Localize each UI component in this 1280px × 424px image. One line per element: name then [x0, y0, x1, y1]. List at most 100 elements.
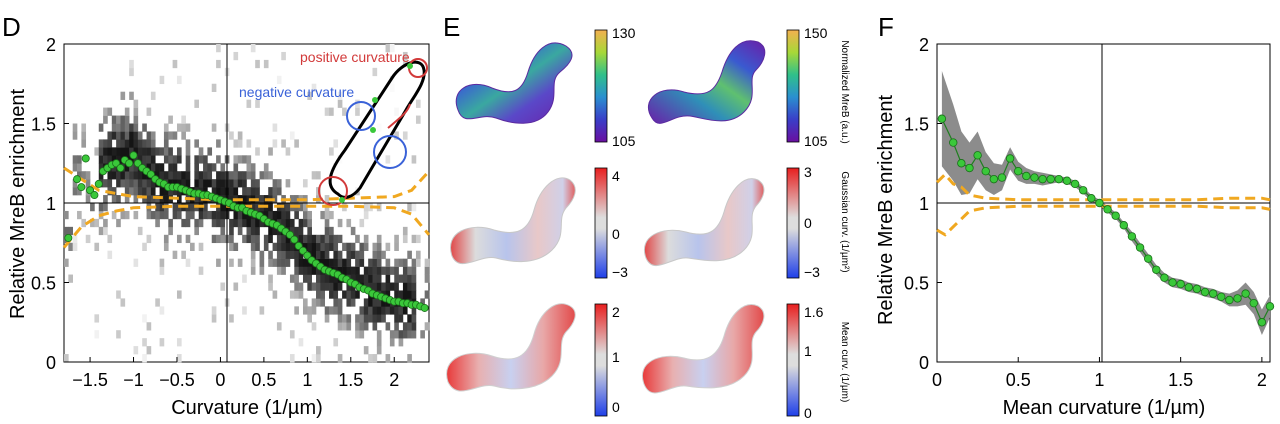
heatmap-cell — [229, 234, 234, 244]
heatmap-cell — [163, 147, 169, 156]
data-point — [81, 154, 90, 163]
heatmap-cell — [229, 242, 234, 251]
heatmap-cell — [333, 282, 339, 291]
heatmap-cell — [272, 123, 278, 132]
heatmap-cell — [237, 210, 243, 220]
heatmap-cell — [176, 290, 182, 299]
data-point — [1225, 295, 1234, 305]
data-point — [937, 114, 947, 123]
heatmap-cell — [298, 203, 304, 212]
heatmap-cell — [142, 147, 147, 156]
heatmap-cell — [181, 123, 186, 132]
heatmap-cell — [402, 274, 408, 283]
heatmap-cell — [268, 258, 273, 267]
heatmap-cell — [168, 131, 173, 140]
heatmap-cell — [398, 330, 404, 339]
heatmap-cell — [120, 210, 126, 220]
heatmap-cell — [381, 314, 386, 323]
heatmap-cell — [159, 187, 165, 196]
heatmap-cell — [363, 266, 369, 275]
heatmap-cell — [411, 306, 417, 315]
heatmap-cell — [294, 306, 299, 315]
heatmap-cell — [376, 266, 382, 275]
data-point — [957, 159, 966, 168]
heatmap-cell — [77, 163, 82, 172]
heatmap-cell — [233, 139, 239, 148]
heatmap-cell — [64, 210, 69, 220]
heatmap-cell — [185, 258, 191, 267]
colorbar-gauss-left — [594, 167, 608, 279]
heatmap-cell — [259, 266, 265, 275]
heatmap-cell — [198, 266, 204, 275]
heatmap-cell — [350, 266, 356, 275]
heatmap-cell — [263, 242, 269, 251]
heatmap-cell — [281, 234, 286, 244]
heatmap-cell — [133, 99, 139, 108]
heatmap-cell — [355, 99, 360, 108]
heatmap-cell — [194, 163, 200, 172]
heatmap-cell — [376, 282, 382, 291]
heatmap-cell — [411, 155, 417, 164]
data-point — [90, 191, 99, 200]
heatmap-cell — [281, 139, 286, 148]
heatmap-cell — [129, 187, 134, 196]
colorbar-mean-right — [786, 303, 800, 417]
heatmap-cell — [194, 155, 200, 164]
heatmap-cell — [276, 75, 282, 85]
heatmap-cell — [272, 258, 278, 267]
panel-d-yticks: 0 0.5 1 1.5 2 — [31, 35, 69, 373]
heatmap-cell — [389, 338, 395, 347]
heatmap-cell — [307, 218, 312, 228]
heatmap-cell — [407, 290, 412, 299]
heatmap-cell — [346, 242, 352, 251]
heatmap-cell — [233, 51, 239, 61]
heatmap-cell — [376, 330, 382, 339]
heatmap-cell — [320, 274, 326, 283]
heatmap-cell — [176, 147, 182, 156]
heatmap-cell — [407, 354, 412, 363]
heatmap-cell — [172, 210, 178, 220]
heatmap-cell — [176, 195, 182, 204]
heatmap-cell — [246, 171, 252, 180]
heatmap-cell — [402, 306, 408, 315]
heatmap-cell — [98, 226, 104, 236]
heatmap-cell — [394, 330, 399, 339]
heatmap-cell — [103, 195, 108, 204]
heatmap-cell — [389, 266, 395, 275]
heatmap-cell — [359, 322, 365, 331]
heatmap-cell — [242, 171, 247, 180]
heatmap-cell — [389, 330, 395, 339]
heatmap-cell — [155, 203, 160, 212]
heatmap-cell — [176, 354, 182, 363]
heatmap-cell — [385, 290, 391, 299]
heatmap-cell — [311, 298, 317, 307]
heatmap-cell — [81, 218, 87, 228]
heatmap-cell — [368, 354, 373, 363]
heatmap-cell — [233, 187, 239, 196]
heatmap-cell — [320, 250, 326, 259]
heatmap-cell — [172, 203, 178, 212]
heatmap-cell — [211, 314, 217, 323]
heatmap-cell — [376, 274, 382, 283]
heatmap-cell — [276, 322, 282, 331]
heatmap-cell — [355, 107, 360, 116]
data-point — [1078, 186, 1088, 195]
heatmap-cell — [98, 171, 104, 180]
heatmap-cell — [285, 203, 291, 212]
heatmap-cell — [398, 306, 404, 315]
heatmap-cell — [111, 187, 117, 196]
heatmap-cell — [376, 242, 382, 251]
bound-upper-line — [935, 172, 1271, 202]
heatmap-cell — [346, 266, 352, 275]
data-point — [290, 235, 299, 244]
heatmap-cell — [381, 282, 386, 291]
heatmap-cell — [394, 266, 399, 275]
heatmap-cell — [281, 250, 286, 259]
heatmap-cell — [68, 274, 73, 283]
x-tick-label: 1 — [302, 370, 312, 390]
heatmap-cell — [159, 171, 165, 180]
heatmap-cell — [146, 131, 152, 140]
heatmap-cell — [185, 155, 191, 164]
heatmap-cell — [203, 171, 208, 180]
heatmap-cell — [355, 274, 360, 283]
